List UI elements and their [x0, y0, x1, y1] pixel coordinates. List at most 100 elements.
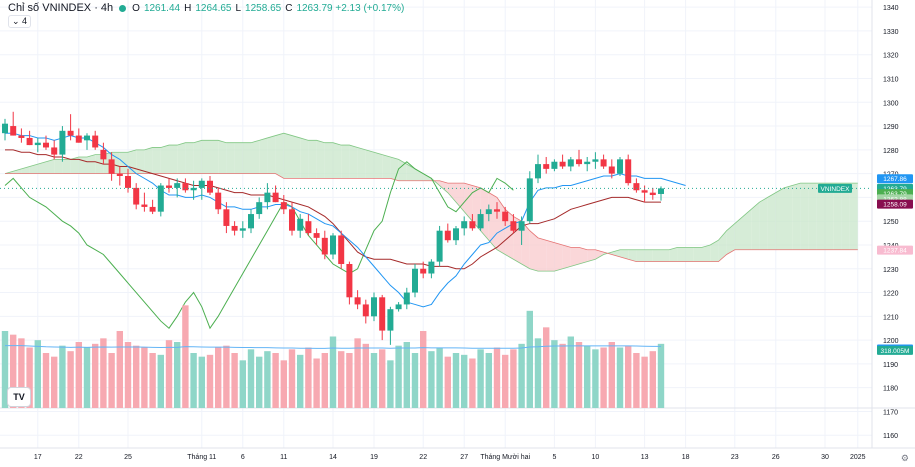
price-label-bg	[818, 183, 852, 193]
cloud-segment-bearish	[579, 247, 588, 264]
price-axis-label: 1237.84	[877, 245, 913, 255]
volume-bar	[51, 356, 58, 408]
cloud-segment-bullish	[144, 147, 153, 174]
volume-bar	[288, 349, 296, 408]
candle	[289, 202, 295, 236]
candle-body	[141, 204, 148, 207]
candle-body	[313, 233, 320, 238]
volume-bar	[584, 345, 591, 408]
volume-bar	[10, 334, 17, 408]
candle	[535, 154, 541, 184]
volume-bar	[157, 354, 164, 408]
time-tick-label: 2025	[850, 454, 866, 461]
price-axis-label: 1267.86	[877, 174, 913, 184]
volume-bar	[83, 347, 91, 408]
candle-body	[551, 161, 558, 169]
time-tick-label: 6	[241, 454, 245, 461]
volume-bar	[403, 342, 410, 408]
candle	[108, 152, 115, 181]
volume-bar	[633, 353, 640, 408]
cloud-segment-bullish	[226, 142, 235, 174]
candle	[395, 302, 402, 312]
cloud-segment-bearish	[538, 237, 547, 272]
time-tick-label: 17	[34, 454, 42, 461]
volume-bar	[428, 351, 435, 408]
volume-bar	[100, 338, 107, 408]
price-label-text: 1237.84	[883, 248, 907, 255]
gear-icon[interactable]: ⚙	[900, 453, 909, 463]
candle-body	[59, 130, 66, 155]
volume-bar	[215, 347, 222, 408]
volume-bar	[411, 353, 419, 408]
volume-bar	[461, 354, 468, 408]
volume-bar	[485, 353, 492, 408]
candle	[526, 171, 533, 224]
cloud-segment-bullish	[849, 183, 858, 250]
candle-body	[469, 221, 476, 229]
volume-bar	[206, 354, 214, 408]
candle-body	[535, 164, 541, 179]
cloud-segment-bullish	[13, 168, 22, 174]
volume-bar	[190, 353, 197, 408]
price-tick-label: 1180	[883, 386, 898, 393]
price-axis-label: 1258.09	[877, 199, 913, 209]
time-tick-label: 25	[124, 454, 132, 461]
candle-body	[625, 159, 632, 184]
tradingview-logo[interactable]: TV	[8, 388, 30, 406]
volume-bar	[67, 351, 74, 408]
candle	[567, 156, 574, 172]
candle	[223, 202, 230, 234]
volume-bar	[493, 347, 501, 408]
volume-bar	[297, 354, 304, 408]
cloud-segment-bullish	[644, 249, 653, 262]
cloud-segment-bullish	[234, 142, 243, 174]
cloud-segment-bullish	[62, 159, 71, 174]
senkou-span-b-line	[5, 173, 858, 263]
symbol-title[interactable]: Chỉ số VNINDEX · 4h	[8, 2, 114, 14]
time-tick-label: 14	[329, 454, 337, 461]
volume-bar	[641, 356, 648, 408]
candle-body	[395, 304, 402, 310]
volume-bar	[575, 342, 583, 408]
cloud-segment-bullish	[316, 140, 325, 179]
volume-bar	[231, 353, 238, 408]
cloud-segment-bullish	[743, 209, 752, 250]
volume-bar	[510, 349, 517, 408]
cloud-segment-bullish	[620, 249, 629, 260]
volume-bar	[141, 347, 148, 408]
candle	[280, 195, 287, 215]
candle-body	[149, 206, 156, 212]
candle-body	[494, 209, 500, 212]
time-tick-label: 22	[75, 454, 83, 461]
cloud-segment-bullish	[423, 173, 432, 181]
volume-bar	[452, 353, 460, 408]
volume-bar	[379, 349, 386, 408]
volume-bar	[534, 338, 542, 408]
cloud-segment-bullish	[652, 249, 661, 262]
cloud-segment-bullish	[693, 247, 702, 262]
time-axis: 17 22 25 Tháng 11 6 11 14 19 22 27 Tháng Mười hai 5…	[34, 454, 866, 461]
time-tick-label: 10	[592, 454, 600, 461]
candle-body	[305, 221, 312, 234]
candle	[403, 287, 410, 310]
candle-body	[92, 135, 99, 148]
volume-bar	[608, 342, 615, 408]
ohlc-open-key: O	[132, 2, 140, 14]
candle	[444, 223, 451, 243]
cloud-segment-bullish	[341, 145, 350, 179]
indicators-collapse-button[interactable]: ⌄ 4	[8, 15, 32, 28]
candle-body	[198, 180, 205, 188]
candle-body	[379, 297, 386, 331]
price-label-text: VNINDEX	[821, 186, 851, 193]
cloud-segment-bullish	[300, 137, 309, 179]
volume-bar	[223, 345, 230, 408]
cloud-segment-bullish	[628, 249, 637, 262]
candle	[469, 214, 476, 231]
candle-body	[600, 159, 607, 167]
candle-body	[100, 149, 107, 160]
cloud-segment-bullish	[136, 149, 145, 174]
time-tick-label: 22	[419, 454, 427, 461]
candle-body	[116, 173, 123, 176]
candle	[362, 299, 369, 324]
